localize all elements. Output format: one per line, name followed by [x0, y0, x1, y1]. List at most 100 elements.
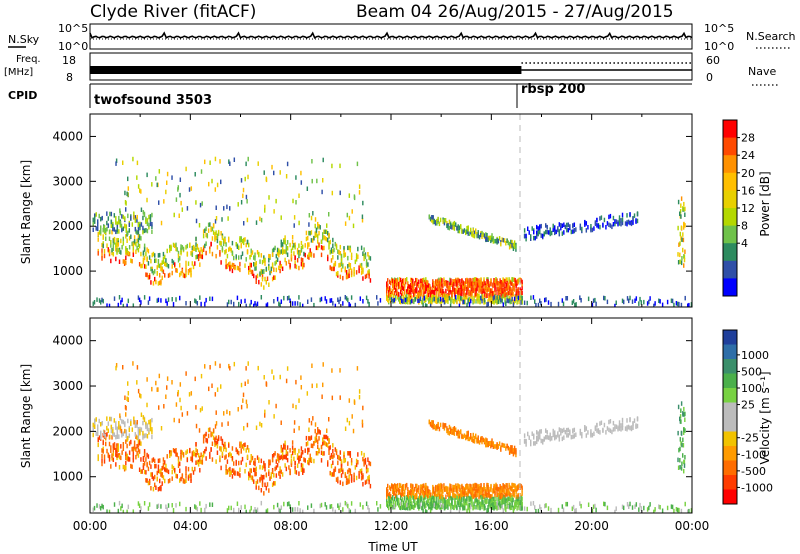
- power-cell: [362, 251, 364, 256]
- power-cell: [140, 251, 142, 257]
- velocity-cell: [493, 501, 496, 506]
- power-cell: [558, 229, 561, 234]
- velocity-cell: [339, 502, 342, 508]
- power-cell: [376, 295, 378, 300]
- velocity-cell: [495, 482, 497, 488]
- velocity-cell: [142, 456, 145, 461]
- velocity-cell: [275, 403, 277, 409]
- velocity-cell: [298, 448, 300, 454]
- power-cell: [483, 233, 486, 238]
- velocity-cell: [298, 425, 300, 431]
- velocity-cell: [151, 427, 153, 432]
- velocity-cell: [126, 456, 128, 461]
- power-cell: [500, 289, 502, 294]
- velocity-cell: [367, 505, 369, 510]
- power-cell: [508, 277, 510, 282]
- power-cell: [640, 300, 643, 305]
- power-cell: [106, 211, 108, 216]
- power-cell: [499, 278, 501, 283]
- power-cell: [680, 235, 682, 241]
- velocity-cell: [512, 491, 514, 496]
- velocity-cell: [332, 507, 334, 512]
- power-cell: [605, 225, 607, 230]
- velocity-cell: [520, 499, 522, 505]
- cpid-segment-1: twofsound 3503: [94, 93, 212, 108]
- power-cell: [428, 298, 430, 303]
- velocity-cell: [302, 509, 304, 513]
- velocity-cell: [348, 479, 350, 484]
- velocity-cell: [401, 504, 403, 510]
- power-cell: [104, 228, 106, 233]
- velocity-cell: [439, 486, 441, 492]
- power-cell: [446, 296, 448, 302]
- power-cell: [233, 301, 235, 307]
- power-cell: [122, 303, 125, 307]
- power-cell: [498, 236, 501, 241]
- power-cell: [122, 160, 124, 165]
- velocity-cell: [513, 445, 516, 451]
- power-cell: [320, 245, 323, 250]
- power-cell: [443, 220, 446, 226]
- velocity-cell: [478, 486, 480, 492]
- power-cell: [492, 299, 494, 304]
- power-cell: [449, 277, 451, 283]
- velocity-cell: [120, 506, 122, 511]
- velocity-cell: [279, 469, 281, 474]
- power-cell: [177, 185, 180, 190]
- power-cell: [216, 233, 219, 239]
- velocity-cell: [574, 508, 576, 513]
- power-cell: [334, 241, 337, 247]
- power-cell: [413, 289, 415, 295]
- velocity-cell: [243, 426, 245, 431]
- velocity-cell: [295, 470, 298, 475]
- power-cell: [494, 283, 496, 288]
- velocity-cell: [328, 446, 330, 451]
- power-cell: [264, 276, 266, 282]
- power-cell: [185, 272, 187, 278]
- power-cell: [235, 254, 237, 259]
- power-cell: [486, 287, 488, 292]
- velocity-cell: [450, 504, 452, 509]
- velocity-cell: [491, 498, 493, 504]
- power-cell: [442, 219, 444, 224]
- velocity-cell: [419, 497, 421, 502]
- power-cell: [493, 300, 495, 305]
- velocity-cell: [496, 501, 498, 506]
- power-cell: [680, 203, 682, 208]
- power-cell: [626, 213, 628, 218]
- power-cell: [473, 298, 475, 304]
- power-cell: [680, 302, 683, 307]
- power-cell: [246, 239, 249, 245]
- power-cell: [200, 247, 202, 252]
- velocity-cell: [177, 459, 180, 464]
- velocity-cell: [248, 471, 250, 476]
- velocity-cell: [472, 505, 474, 511]
- velocity-cell: [438, 491, 440, 496]
- power-cell: [391, 291, 393, 296]
- power-cell: [324, 296, 326, 301]
- velocity-cell: [498, 441, 501, 446]
- velocity-cell: [473, 439, 476, 444]
- velocity-cell: [296, 507, 299, 512]
- velocity-cell: [473, 501, 475, 507]
- velocity-cell: [498, 490, 500, 496]
- velocity-cell: [132, 361, 134, 366]
- velocity-cell: [490, 487, 492, 493]
- velocity-cell: [139, 430, 141, 436]
- velocity-cell: [490, 484, 492, 490]
- power-cell: [247, 156, 249, 162]
- velocity-cell: [429, 421, 432, 427]
- power-cell: [322, 245, 324, 251]
- velocity-cell: [300, 467, 303, 473]
- power-cell: [131, 259, 133, 264]
- power-cell: [159, 273, 161, 278]
- power-cell: [182, 272, 185, 278]
- colorbar-swatch: [723, 190, 737, 209]
- power-cell: [467, 231, 469, 236]
- velocity-cell: [447, 499, 449, 505]
- velocity-cell: [536, 430, 538, 435]
- power-cell: [353, 267, 355, 272]
- power-cell: [401, 282, 403, 288]
- power-cell: [503, 278, 505, 283]
